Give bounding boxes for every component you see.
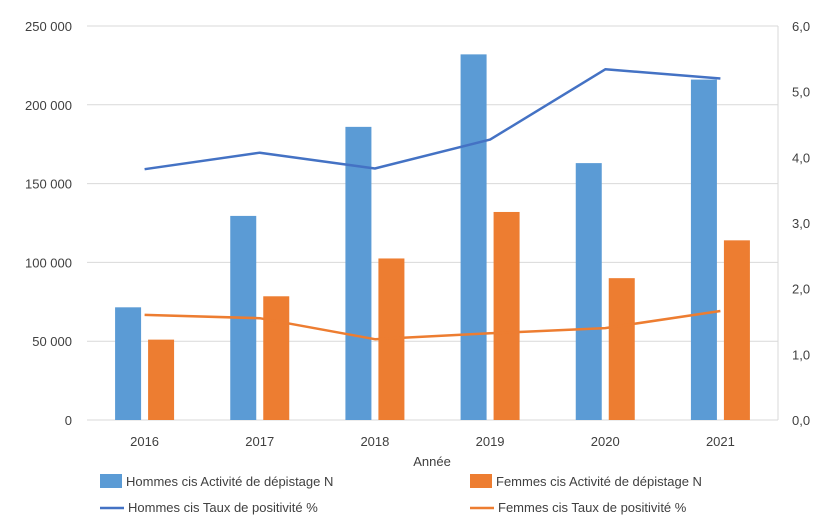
bar	[460, 54, 487, 420]
series-line	[144, 68, 721, 171]
x-tick-label: 2020	[591, 434, 620, 449]
right-tick-label: 0,0	[792, 413, 810, 428]
gridlines	[87, 25, 778, 421]
left-tick-label: 150 000	[25, 177, 72, 192]
bar	[263, 296, 290, 420]
bar	[345, 126, 372, 420]
x-axis-ticks: 2016 2017 2018 2019 2020 2021	[130, 434, 735, 449]
bars	[115, 54, 750, 421]
left-tick-label: 100 000	[25, 255, 72, 270]
legend-label: Femmes cis Activité de dépistage N	[496, 474, 702, 489]
x-tick-label: 2018	[360, 434, 389, 449]
left-tick-label: 50 000	[32, 334, 72, 349]
right-tick-label: 2,0	[792, 282, 810, 297]
legend-swatch	[100, 474, 122, 488]
legend: Hommes cis Activité de dépistage N Femmes…	[100, 474, 702, 515]
bar	[493, 211, 520, 420]
legend-label: Hommes cis Taux de positivité %	[128, 500, 318, 515]
x-axis-title: Année	[413, 454, 451, 469]
x-tick-label: 2016	[130, 434, 159, 449]
bar	[115, 307, 142, 420]
x-tick-label: 2017	[245, 434, 274, 449]
right-tick-label: 3,0	[792, 216, 810, 231]
right-tick-label: 1,0	[792, 347, 810, 362]
left-tick-label: 0	[65, 413, 72, 428]
right-tick-label: 6,0	[792, 19, 810, 34]
right-tick-label: 4,0	[792, 150, 810, 165]
left-axis-ticks: 0 50 000 100 000 150 000 200 000 250 000	[25, 19, 72, 428]
left-tick-label: 200 000	[25, 98, 72, 113]
legend-label: Femmes cis Taux de positivité %	[498, 500, 687, 515]
x-tick-label: 2021	[706, 434, 735, 449]
right-axis-ticks: 0,0 1,0 2,0 3,0 4,0 5,0 6,0	[792, 19, 810, 428]
right-tick-label: 5,0	[792, 85, 810, 100]
bar	[608, 278, 635, 420]
legend-swatch	[470, 474, 492, 488]
bar	[148, 339, 175, 420]
bar	[575, 163, 602, 420]
left-tick-label: 250 000	[25, 19, 72, 34]
series-line	[144, 309, 721, 341]
bar	[723, 240, 750, 420]
bar	[690, 79, 717, 421]
legend-label: Hommes cis Activité de dépistage N	[126, 474, 333, 489]
lines	[144, 68, 721, 341]
x-tick-label: 2019	[476, 434, 505, 449]
